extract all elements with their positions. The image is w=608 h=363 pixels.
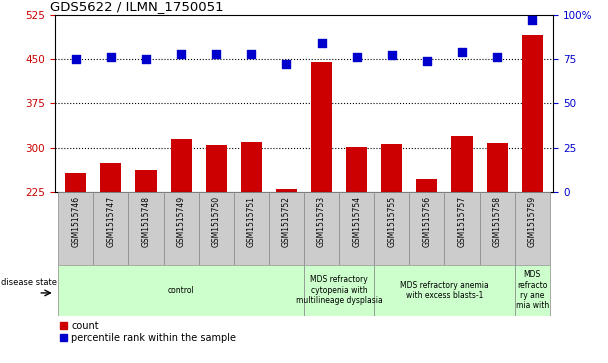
Text: MDS refractory anemia
with excess blasts-1: MDS refractory anemia with excess blasts…: [400, 281, 489, 300]
Bar: [241, 142, 262, 326]
Bar: [522, 35, 543, 326]
Bar: [452, 136, 472, 326]
Bar: [164, 192, 199, 265]
Text: GSM1515751: GSM1515751: [247, 196, 256, 247]
Bar: [199, 192, 234, 265]
Point: [212, 51, 221, 57]
Bar: [514, 265, 550, 316]
Text: GSM1515758: GSM1515758: [492, 196, 502, 247]
Text: GSM1515748: GSM1515748: [142, 196, 151, 247]
Bar: [374, 265, 514, 316]
Bar: [346, 147, 367, 326]
Point: [282, 61, 291, 67]
Legend: count, percentile rank within the sample: count, percentile rank within the sample: [60, 321, 237, 343]
Point: [422, 58, 432, 64]
Bar: [171, 139, 192, 326]
Bar: [206, 145, 227, 326]
Bar: [409, 192, 444, 265]
Text: disease state: disease state: [1, 278, 57, 287]
Bar: [311, 62, 332, 326]
Point: [71, 56, 81, 62]
Text: GSM1515753: GSM1515753: [317, 196, 326, 247]
Text: GSM1515750: GSM1515750: [212, 196, 221, 247]
Text: GDS5622 / ILMN_1750051: GDS5622 / ILMN_1750051: [50, 0, 223, 13]
Bar: [234, 192, 269, 265]
Point: [246, 51, 256, 57]
Bar: [304, 192, 339, 265]
Bar: [514, 192, 550, 265]
Text: GSM1515757: GSM1515757: [457, 196, 466, 247]
Text: GSM1515747: GSM1515747: [106, 196, 116, 247]
Point: [141, 56, 151, 62]
Point: [492, 54, 502, 60]
Bar: [128, 192, 164, 265]
Text: MDS refractory
cytopenia with
multilineage dysplasia: MDS refractory cytopenia with multilinea…: [295, 276, 382, 305]
Bar: [416, 179, 437, 326]
Bar: [269, 192, 304, 265]
Text: control: control: [168, 286, 195, 295]
Text: MDS
refracto
ry ane
mia with: MDS refracto ry ane mia with: [516, 270, 549, 310]
Bar: [100, 163, 122, 326]
Bar: [276, 189, 297, 326]
Bar: [136, 171, 156, 326]
Point: [457, 49, 467, 55]
Bar: [58, 192, 94, 265]
Text: GSM1515752: GSM1515752: [282, 196, 291, 247]
Point: [106, 54, 116, 60]
Bar: [480, 192, 514, 265]
Bar: [486, 143, 508, 326]
Bar: [304, 265, 374, 316]
Text: GSM1515754: GSM1515754: [352, 196, 361, 247]
Point: [387, 53, 396, 58]
Bar: [58, 265, 304, 316]
Bar: [65, 173, 86, 326]
Text: GSM1515755: GSM1515755: [387, 196, 396, 247]
Bar: [381, 144, 402, 326]
Point: [352, 54, 362, 60]
Text: GSM1515759: GSM1515759: [528, 196, 537, 247]
Bar: [374, 192, 409, 265]
Text: GSM1515749: GSM1515749: [176, 196, 185, 247]
Point: [317, 40, 326, 46]
Bar: [94, 192, 128, 265]
Bar: [339, 192, 374, 265]
Text: GSM1515756: GSM1515756: [423, 196, 432, 247]
Point: [527, 17, 537, 23]
Bar: [444, 192, 480, 265]
Point: [176, 51, 186, 57]
Text: GSM1515746: GSM1515746: [71, 196, 80, 247]
